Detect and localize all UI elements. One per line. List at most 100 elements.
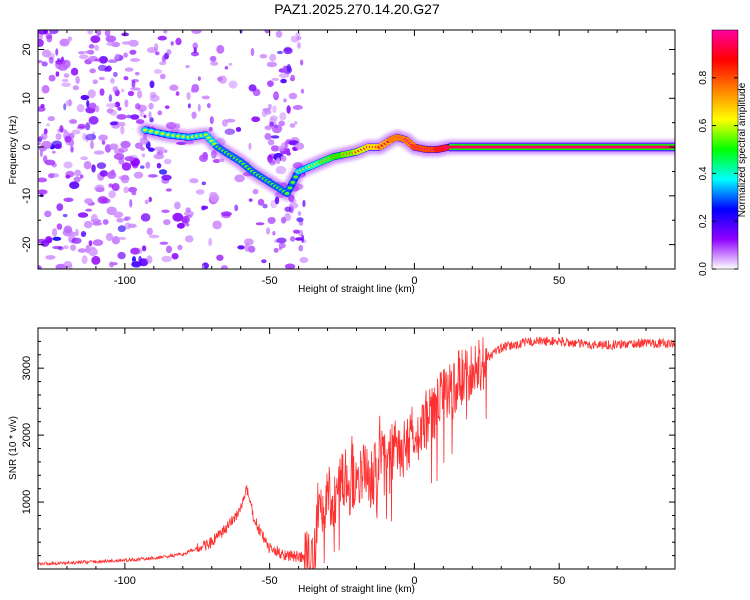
- noise-blob: [110, 77, 115, 84]
- noise-blob: [63, 161, 73, 169]
- noise-blob: [127, 90, 135, 97]
- y-tick-label: -10: [21, 188, 33, 204]
- noise-blob: [121, 41, 132, 45]
- noise-blob: [77, 123, 86, 129]
- noise-blob: [268, 159, 278, 164]
- noise-blob: [41, 85, 50, 94]
- noise-blob: [95, 187, 105, 193]
- y-tick-label: -20: [21, 237, 33, 253]
- spectrogram-x-axis-label: Height of straight line (km): [298, 284, 415, 295]
- noise-blob: [177, 244, 183, 251]
- noise-blob: [284, 263, 296, 269]
- noise-blob: [197, 103, 201, 112]
- noise-blob: [75, 75, 80, 85]
- noise-blob: [38, 265, 42, 269]
- noise-blob: [55, 48, 59, 56]
- noise-blob: [172, 212, 184, 222]
- noise-blob: [255, 222, 265, 226]
- colorbar-tick-label: 0.2: [698, 214, 709, 228]
- noise-blob: [171, 252, 179, 260]
- noise-blob: [284, 206, 292, 213]
- noise-blob: [40, 103, 45, 109]
- noise-blob: [65, 174, 71, 179]
- noise-blob: [165, 245, 173, 254]
- noise-blob: [135, 119, 145, 125]
- colorbar-tick-label: 0.0: [698, 262, 709, 276]
- noise-blob: [153, 146, 165, 152]
- y-tick-label: 2000: [21, 423, 33, 447]
- noise-blob: [71, 237, 82, 244]
- spectrogram-content: [38, 30, 675, 269]
- noise-blob: [91, 164, 96, 173]
- noise-blob: [117, 107, 122, 111]
- noise-blob: [272, 93, 279, 99]
- noise-blob: [129, 58, 141, 62]
- noise-blob: [275, 30, 283, 38]
- noise-blob: [64, 135, 72, 143]
- noise-blob: [153, 68, 163, 75]
- noise-blob: [124, 99, 129, 108]
- noise-blob: [228, 62, 233, 66]
- noise-blob: [121, 162, 132, 171]
- noise-blob: [280, 155, 287, 162]
- noise-blob: [300, 59, 304, 66]
- noise-blob: [38, 141, 41, 146]
- noise-blob: [70, 244, 77, 251]
- spectrogram-noise: [38, 30, 309, 269]
- noise-blob: [276, 157, 281, 165]
- noise-blob: [170, 41, 174, 46]
- noise-blob: [148, 111, 152, 120]
- noise-blob: [193, 46, 197, 54]
- noise-blob: [248, 198, 253, 202]
- noise-blob: [141, 153, 146, 158]
- noise-blob: [131, 83, 136, 89]
- noise-blob: [264, 125, 273, 131]
- ridge-blob-core: [287, 186, 293, 190]
- snr-plot-area: [38, 328, 675, 569]
- noise-blob: [83, 220, 93, 229]
- noise-blob: [157, 110, 163, 116]
- noise-blob: [161, 255, 172, 263]
- noise-blob: [286, 63, 292, 73]
- noise-blob: [54, 143, 62, 150]
- noise-blob: [228, 80, 238, 89]
- noise-blob: [157, 35, 167, 41]
- noise-blob: [124, 156, 135, 162]
- snr-axes: -100 -50 0 50 1000 2000 3000: [21, 327, 676, 587]
- noise-blob: [221, 265, 228, 269]
- noise-blob: [102, 219, 109, 225]
- ridge-band-core: [530, 145, 675, 149]
- noise-blob: [276, 237, 287, 244]
- noise-blob: [63, 103, 67, 111]
- noise-blob: [63, 245, 69, 250]
- noise-blob: [87, 30, 93, 35]
- noise-blob: [295, 237, 303, 241]
- noise-blob: [159, 73, 166, 80]
- noise-blob: [48, 74, 56, 82]
- x-tick-label: -50: [262, 575, 278, 587]
- noise-blob: [86, 100, 90, 108]
- noise-blob: [63, 197, 74, 203]
- noise-blob: [79, 174, 84, 179]
- noise-blob: [45, 255, 56, 260]
- noise-blob: [143, 114, 147, 119]
- colorbar-ticks: 0.0 0.2 0.4 0.6 0.8: [698, 70, 738, 276]
- noise-blob: [43, 128, 48, 135]
- noise-blob: [147, 147, 155, 152]
- noise-blob: [290, 35, 300, 43]
- noise-blob: [264, 30, 271, 34]
- noise-blob: [175, 37, 182, 46]
- noise-blob: [267, 139, 275, 145]
- noise-blob: [145, 161, 151, 169]
- noise-blob: [134, 71, 140, 76]
- noise-blob: [208, 237, 213, 247]
- noise-blob: [176, 222, 185, 229]
- noise-blob: [267, 216, 276, 224]
- noise-blob: [275, 165, 287, 175]
- noise-blob: [163, 30, 168, 34]
- noise-blob: [190, 51, 200, 57]
- x-tick-label: -100: [114, 275, 136, 287]
- noise-blob: [300, 88, 305, 94]
- noise-blob: [271, 124, 283, 134]
- noise-blob: [280, 78, 287, 84]
